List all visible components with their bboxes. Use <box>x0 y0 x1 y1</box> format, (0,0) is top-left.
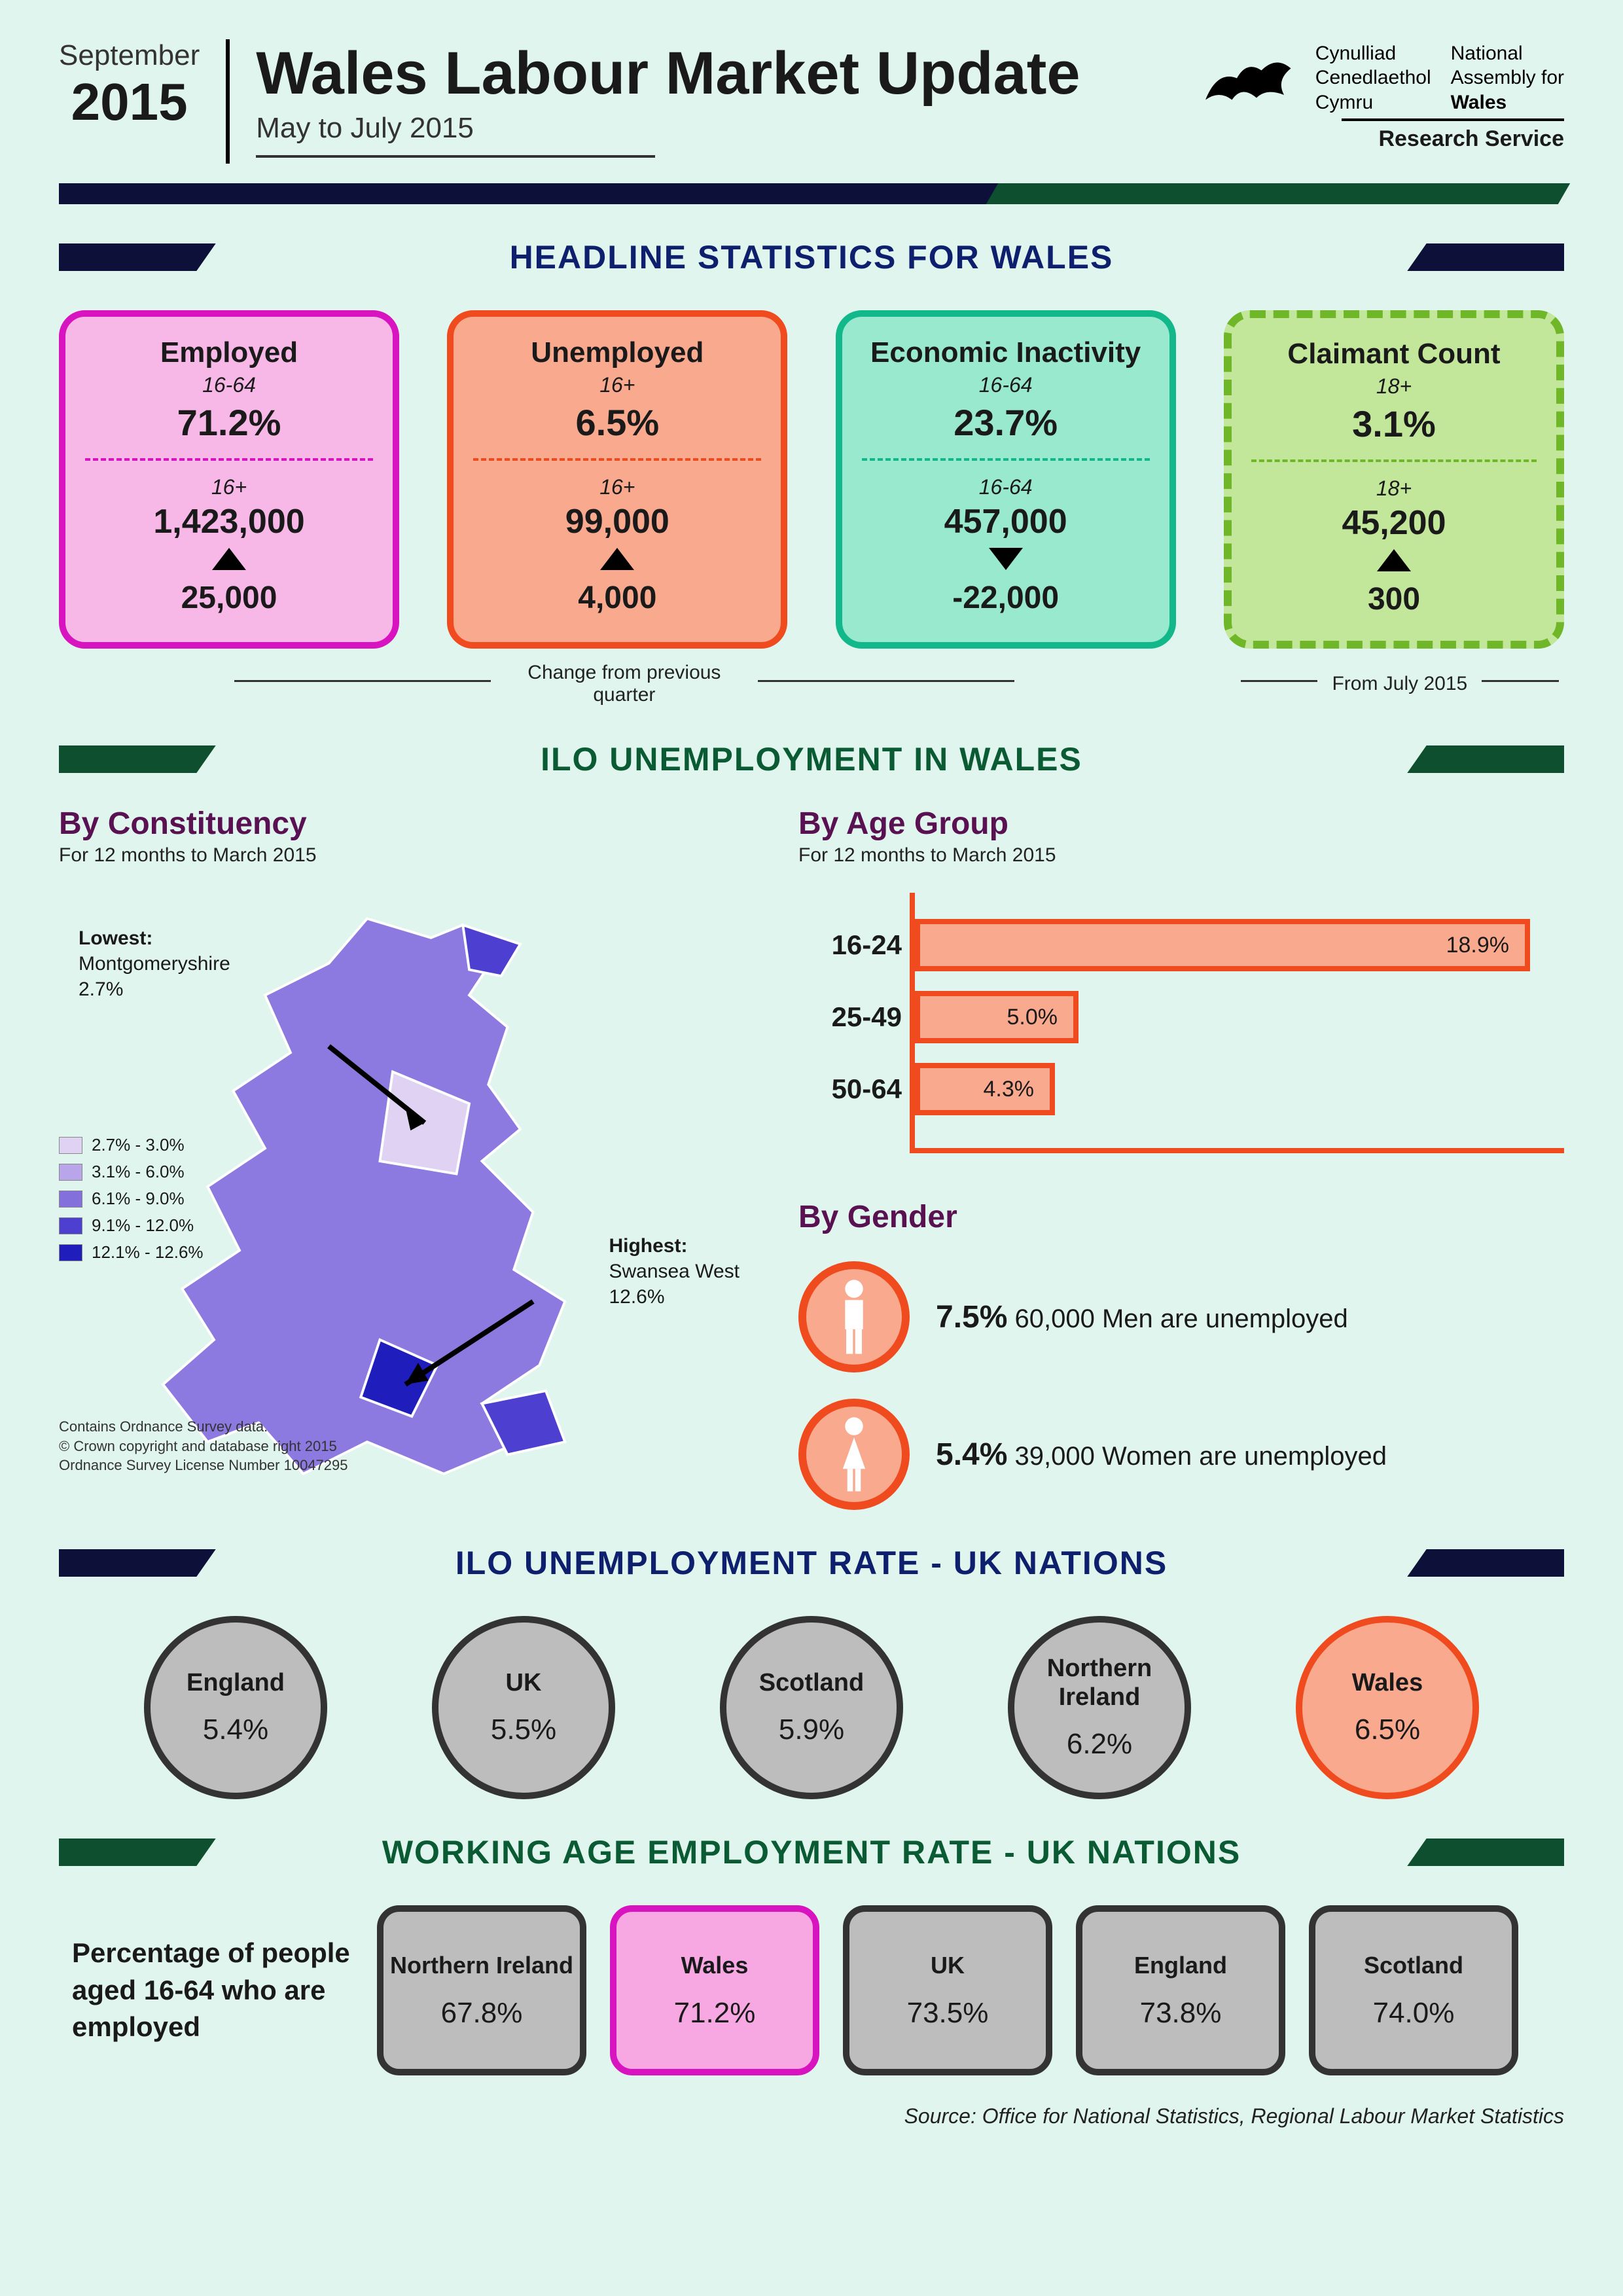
stat-card: Economic Inactivity 16-64 23.7% 16-64 45… <box>836 310 1176 649</box>
header: September 2015 Wales Labour Market Updat… <box>59 39 1564 164</box>
constituency-col: By Constituency For 12 months to March 2… <box>59 806 759 1510</box>
research-service-label: Research Service <box>1198 126 1564 152</box>
agegroup-note: For 12 months to March 2015 <box>798 844 1564 867</box>
lowest-label: Lowest: Montgomeryshire 2.7% <box>79 925 230 1002</box>
ilo-grid: By Constituency For 12 months to March 2… <box>59 806 1564 1510</box>
section-ilo-uk: ILO UNEMPLOYMENT RATE - UK NATIONS <box>59 1543 1564 1583</box>
arrow-down-icon <box>989 548 1023 570</box>
nation-circle: Northern Ireland6.2% <box>1008 1616 1191 1799</box>
issue-month: September <box>59 39 200 72</box>
employment-caption: Percentage of people aged 16-64 who are … <box>72 1935 353 2046</box>
nation-circle: England5.4% <box>144 1616 327 1799</box>
age-bar-chart: 16-2418.9% 25-495.0% 50-644.3% <box>910 893 1564 1153</box>
legend-row: 12.1% - 12.6% <box>59 1242 204 1263</box>
welsh-name: Cynulliad Cenedlaethol Cymru <box>1315 41 1431 115</box>
age-gender-col: By Age Group For 12 months to March 2015… <box>798 806 1564 1510</box>
female-icon <box>798 1399 910 1510</box>
wales-map: Lowest: Montgomeryshire 2.7% Highest: Sw… <box>59 886 759 1475</box>
gender-title: By Gender <box>798 1199 1564 1235</box>
age-bar-row: 16-2418.9% <box>915 919 1564 971</box>
subtitle-rule <box>256 155 655 158</box>
legend-row: 6.1% - 9.0% <box>59 1189 204 1209</box>
employment-box: Northern Ireland67.8% <box>377 1905 586 2075</box>
map-credit: Contains Ordnance Survey data. © Crown c… <box>59 1417 348 1475</box>
gender-women-row: 5.4% 39,000 Women are unemployed <box>798 1399 1564 1510</box>
arrow-up-icon <box>1377 549 1411 571</box>
map-legend: 2.7% - 3.0% 3.1% - 6.0% 6.1% - 9.0% 9.1% - … <box>59 1135 204 1269</box>
highest-label: Highest: Swansea West 12.6% <box>609 1233 740 1310</box>
header-divider <box>226 39 230 164</box>
cards-captions: Change from previous quarter From July 2… <box>59 655 1564 706</box>
agegroup-title: By Age Group <box>798 806 1564 842</box>
arrow-up-icon <box>212 548 246 570</box>
nation-circle: UK5.5% <box>432 1616 615 1799</box>
employment-box: UK73.5% <box>843 1905 1052 2075</box>
age-bar-row: 50-644.3% <box>915 1063 1564 1115</box>
section-emp-uk: WORKING AGE EMPLOYMENT RATE - UK NATIONS <box>59 1832 1564 1873</box>
male-icon <box>798 1261 910 1372</box>
gender-block: By Gender 7.5% 60,000 Men are unemployed… <box>798 1199 1564 1510</box>
constituency-note: For 12 months to March 2015 <box>59 844 759 867</box>
title-block: Wales Labour Market Update May to July 2… <box>256 39 1171 158</box>
arrow-up-icon <box>600 548 634 570</box>
stat-card: Employed 16-64 71.2% 16+ 1,423,000 25,00… <box>59 310 399 649</box>
assembly-logo-block: Cynulliad Cenedlaethol Cymru National As… <box>1198 39 1564 152</box>
page-title: Wales Labour Market Update <box>256 39 1171 108</box>
uk-unemployment-row: England5.4% UK5.5% Scotland5.9% Northern Ir… <box>59 1616 1564 1799</box>
source-line: Source: Office for National Statistics, … <box>59 2104 1564 2128</box>
section-ilo-wales: ILO UNEMPLOYMENT IN WALES <box>59 739 1564 780</box>
stat-card: Unemployed 16+ 6.5% 16+ 99,000 4,000 <box>447 310 787 649</box>
gender-men-row: 7.5% 60,000 Men are unemployed <box>798 1261 1564 1372</box>
legend-row: 3.1% - 6.0% <box>59 1162 204 1182</box>
issue-year: 2015 <box>59 72 200 132</box>
age-bar-row: 25-495.0% <box>915 991 1564 1043</box>
stat-cards-row: Employed 16-64 71.2% 16+ 1,423,000 25,00… <box>59 310 1564 649</box>
header-accent-bar <box>59 183 1564 204</box>
nation-circle: Scotland5.9% <box>720 1616 903 1799</box>
employment-box: Scotland74.0% <box>1309 1905 1518 2075</box>
legend-row: 9.1% - 12.0% <box>59 1215 204 1236</box>
legend-row: 2.7% - 3.0% <box>59 1135 204 1155</box>
constituency-title: By Constituency <box>59 806 759 842</box>
page-subtitle: May to July 2015 <box>256 112 1171 145</box>
employment-box: Wales71.2% <box>610 1905 819 2075</box>
issue-date: September 2015 <box>59 39 200 132</box>
english-name: National Assembly for Wales <box>1451 41 1564 115</box>
nation-circle: Wales6.5% <box>1296 1616 1479 1799</box>
section-headline-stats: HEADLINE STATISTICS FOR WALES <box>59 237 1564 278</box>
employment-box: England73.8% <box>1076 1905 1285 2075</box>
uk-employment-row: Percentage of people aged 16-64 who are … <box>59 1905 1564 2075</box>
stat-card: Claimant Count 18+ 3.1% 18+ 45,200 300 <box>1224 310 1564 649</box>
dragon-icon <box>1198 39 1296 115</box>
